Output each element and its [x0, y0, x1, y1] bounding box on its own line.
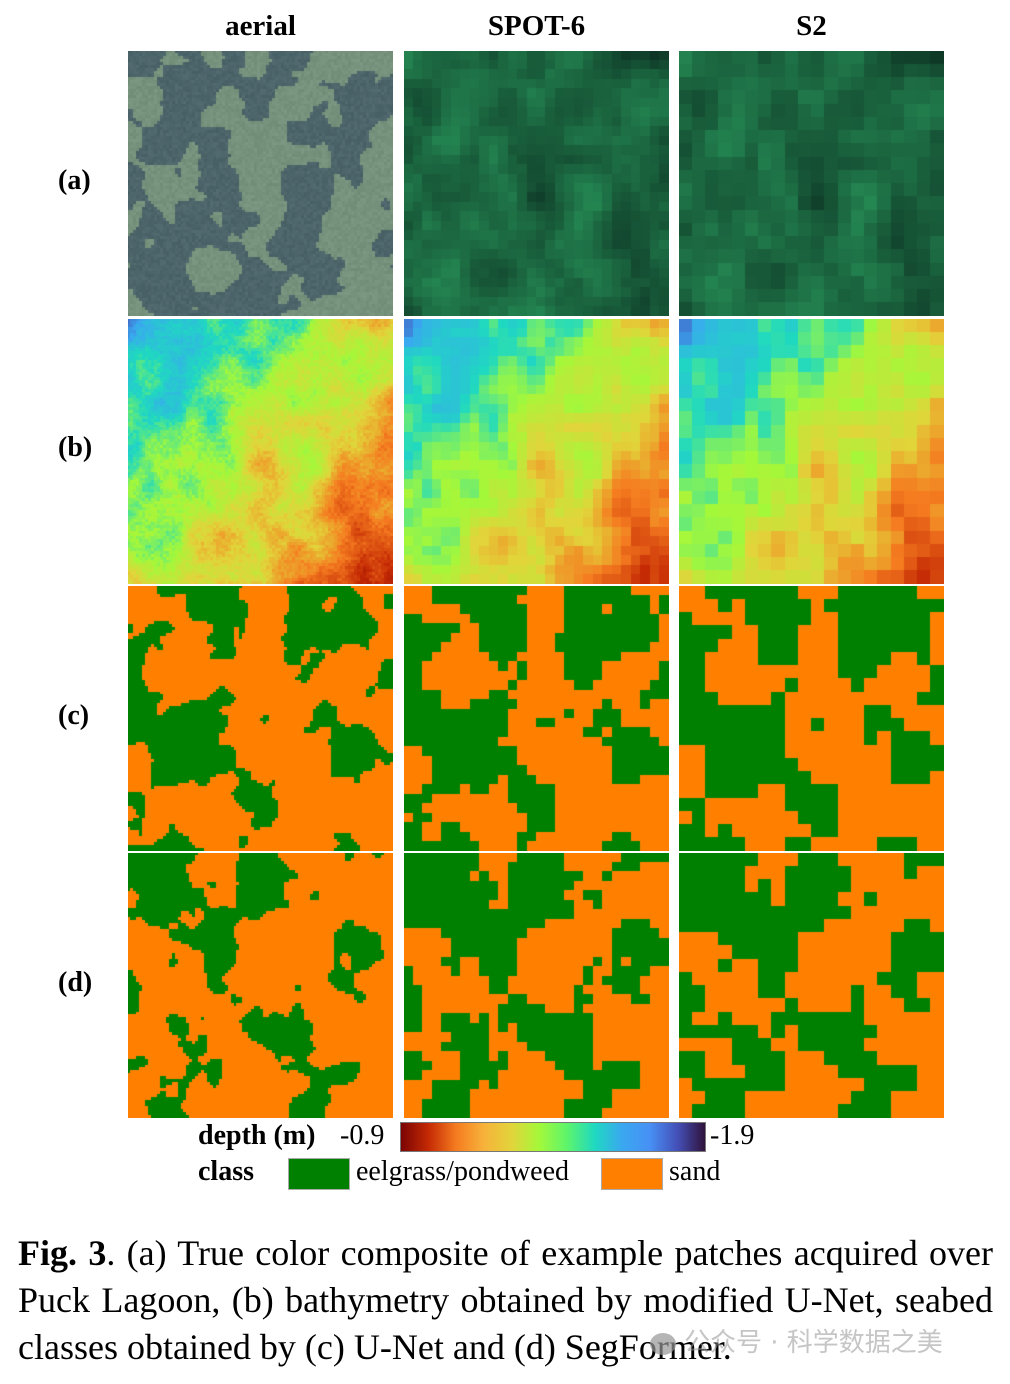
depth-legend-label: depth (m) [198, 1120, 316, 1151]
column-header-aerial: aerial [225, 10, 296, 42]
panel-c-spot6 [404, 586, 669, 851]
panel-d-aerial [128, 853, 393, 1118]
row-label-d: (d) [58, 967, 93, 998]
panel-b-spot6 [404, 319, 669, 584]
caption-text: . (a) True color composite of example pa… [18, 1233, 993, 1367]
row-label-c: (c) [58, 700, 90, 731]
panel-a-s2 [679, 51, 944, 316]
panel-b-s2 [679, 319, 944, 584]
sand-label: sand [669, 1156, 721, 1187]
depth-colorbar [400, 1122, 706, 1152]
column-header-s2: S2 [796, 10, 827, 42]
panel-c-aerial [128, 586, 393, 851]
watermark: 公众号 · 科学数据之美 [650, 1322, 943, 1359]
panel-b-aerial [128, 319, 393, 584]
wechat-icon [650, 1332, 676, 1355]
depth-max-label: -1.9 [710, 1120, 755, 1151]
column-header-spot6: SPOT-6 [487, 10, 586, 42]
panel-d-spot6 [404, 853, 669, 1118]
panel-a-spot6 [404, 51, 669, 316]
panel-d-s2 [679, 853, 944, 1118]
sand-swatch [601, 1158, 663, 1190]
eelgrass-swatch [288, 1158, 350, 1190]
panel-c-s2 [679, 586, 944, 851]
figure-label: Fig. 3 [18, 1233, 107, 1273]
panel-a-aerial [128, 51, 393, 316]
class-legend-label: class [198, 1156, 254, 1187]
figure-caption: Fig. 3. (a) True color composite of exam… [18, 1230, 993, 1371]
eelgrass-label: eelgrass/pondweed [356, 1156, 570, 1187]
row-label-b: (b) [58, 432, 93, 463]
watermark-text: 公众号 · 科学数据之美 [684, 1328, 943, 1358]
depth-min-label: -0.9 [340, 1120, 385, 1151]
row-label-a: (a) [58, 165, 91, 196]
